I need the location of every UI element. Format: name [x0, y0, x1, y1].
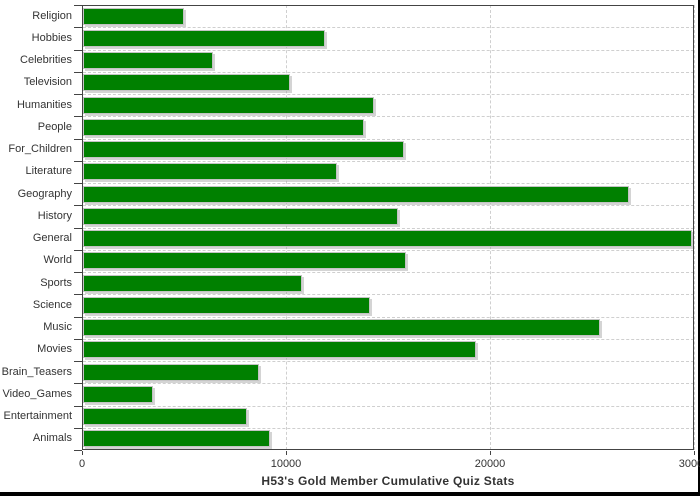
y-axis-category-label: Hobbies [31, 31, 72, 44]
y-axis-category-label: Video_Games [2, 387, 72, 400]
horizontal-gridline [83, 116, 694, 118]
x-axis-tick [82, 451, 83, 455]
y-axis-category-label: Music [43, 321, 72, 334]
horizontal-gridline [83, 27, 694, 29]
category-tick [74, 71, 82, 73]
bar [83, 252, 407, 270]
category-tick [74, 138, 82, 140]
horizontal-gridline [83, 272, 694, 273]
category-tick [74, 249, 82, 251]
horizontal-gridline [83, 160, 694, 162]
bar [83, 408, 248, 425]
x-axis-tick-label: 30000 [678, 458, 700, 470]
category-tick [74, 183, 82, 184]
y-axis-category-label: Humanities [16, 98, 72, 111]
category-tick [74, 227, 82, 229]
bar [83, 385, 154, 403]
horizontal-gridline [83, 338, 694, 340]
bar [83, 163, 337, 181]
category-tick [74, 94, 82, 95]
category-tick [74, 205, 82, 207]
horizontal-gridline [83, 383, 694, 385]
category-tick [74, 116, 82, 118]
category-tick [74, 294, 82, 296]
category-tick [74, 27, 82, 29]
bar [83, 96, 374, 114]
y-axis-category-label: People [37, 120, 72, 133]
y-axis-category-label: Television [23, 76, 72, 89]
y-axis-category-label: General [32, 232, 72, 245]
bar [83, 430, 270, 448]
plot-area-border [82, 5, 694, 450]
bar [83, 29, 325, 47]
bar [83, 341, 476, 359]
vertical-gridline [694, 5, 695, 450]
bar [83, 207, 399, 225]
x-axis-tick-label: 10000 [270, 458, 302, 470]
y-axis-category-label: Movies [37, 343, 72, 356]
bar [83, 185, 629, 203]
horizontal-gridline [83, 183, 694, 184]
horizontal-gridline [83, 361, 694, 362]
x-axis-tick-label: 20000 [474, 458, 506, 470]
bar [83, 7, 184, 25]
x-axis-tick [694, 451, 695, 455]
bar [83, 230, 692, 247]
category-tick [74, 160, 82, 162]
category-tick [74, 405, 82, 407]
y-axis-category-label: Celebrities [20, 54, 72, 67]
chart-title: H53's Gold Member Cumulative Quiz Stats [261, 474, 515, 488]
category-tick [74, 49, 82, 51]
y-axis-category-label: Geography [17, 187, 72, 200]
horizontal-gridline [83, 138, 694, 140]
y-axis-category-label: Animals [32, 432, 72, 445]
y-axis-category-label: World [43, 254, 72, 267]
category-tick [74, 450, 82, 451]
x-axis-tick [490, 451, 491, 455]
horizontal-gridline [83, 427, 694, 429]
horizontal-gridline [83, 94, 694, 95]
category-tick [74, 5, 82, 6]
category-tick [74, 383, 82, 385]
y-axis-category-label: Entertainment [3, 410, 72, 423]
horizontal-gridline [83, 405, 694, 407]
x-axis-tick-label: 0 [78, 458, 86, 470]
y-axis-category-label: Religion [32, 9, 72, 22]
category-tick [74, 338, 82, 340]
horizontal-gridline [83, 249, 694, 251]
bar [83, 363, 260, 381]
category-tick [74, 427, 82, 429]
bar [83, 141, 405, 158]
category-tick [74, 316, 82, 318]
bar [83, 52, 213, 69]
bar [83, 296, 370, 314]
category-tick [74, 361, 82, 362]
horizontal-gridline [83, 71, 694, 73]
horizontal-gridline [83, 316, 694, 318]
y-axis-category-label: Brain_Teasers [1, 365, 72, 378]
horizontal-gridline [83, 227, 694, 229]
bar [83, 74, 291, 92]
category-tick [74, 272, 82, 273]
bar [83, 274, 303, 292]
y-axis-category-label: Literature [25, 165, 72, 178]
y-axis-category-label: For_Children [8, 143, 72, 156]
horizontal-gridline [83, 205, 694, 207]
x-axis-tick [286, 451, 287, 455]
bar [83, 319, 601, 336]
bar [83, 118, 364, 136]
horizontal-gridline [83, 49, 694, 51]
y-axis-category-label: History [37, 209, 72, 222]
y-axis-category-label: Science [32, 298, 72, 311]
horizontal-gridline [83, 294, 694, 296]
y-axis-category-label: Sports [40, 276, 72, 289]
